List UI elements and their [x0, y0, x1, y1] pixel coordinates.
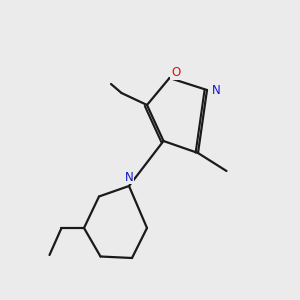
Text: N: N [212, 83, 221, 97]
Text: N: N [124, 171, 134, 184]
Text: O: O [171, 66, 180, 79]
